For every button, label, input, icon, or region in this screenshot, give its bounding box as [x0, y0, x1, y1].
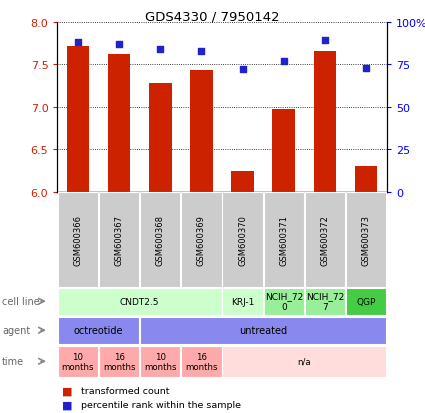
- Text: NCIH_72
0: NCIH_72 0: [265, 292, 303, 311]
- Text: cell line: cell line: [2, 297, 40, 306]
- Bar: [67, 46, 89, 192]
- Text: agent: agent: [2, 325, 30, 335]
- Text: GSM600371: GSM600371: [279, 214, 288, 265]
- Point: [280, 58, 287, 65]
- Text: GSM600373: GSM600373: [362, 214, 371, 265]
- Point: [198, 48, 205, 55]
- Text: KRJ-1: KRJ-1: [231, 297, 254, 306]
- Point: [322, 38, 329, 45]
- Text: CNDT2.5: CNDT2.5: [120, 297, 159, 306]
- Point: [157, 47, 164, 53]
- Point: [239, 67, 246, 74]
- Text: GSM600369: GSM600369: [197, 214, 206, 265]
- Text: transformed count: transformed count: [81, 386, 169, 395]
- Bar: [149, 84, 172, 192]
- Point: [116, 41, 122, 48]
- Text: NCIH_72
7: NCIH_72 7: [306, 292, 344, 311]
- Text: QGP: QGP: [357, 297, 376, 306]
- Point: [74, 40, 81, 46]
- Bar: [190, 71, 213, 192]
- Text: GSM600367: GSM600367: [115, 214, 124, 265]
- Text: n/a: n/a: [298, 357, 311, 366]
- Text: ■: ■: [62, 400, 72, 410]
- Text: GDS4330 / 7950142: GDS4330 / 7950142: [145, 10, 280, 23]
- Bar: [108, 55, 130, 192]
- Text: ■: ■: [62, 385, 72, 395]
- Text: GSM600368: GSM600368: [156, 214, 165, 265]
- Text: GSM600370: GSM600370: [238, 214, 247, 265]
- Text: time: time: [2, 356, 24, 366]
- Point: [363, 65, 370, 72]
- Text: percentile rank within the sample: percentile rank within the sample: [81, 400, 241, 409]
- Bar: [355, 166, 377, 192]
- Text: 16
months: 16 months: [103, 352, 136, 371]
- Text: octreotide: octreotide: [74, 325, 123, 335]
- Text: 10
months: 10 months: [144, 352, 176, 371]
- Text: GSM600372: GSM600372: [320, 214, 329, 265]
- Text: GSM600366: GSM600366: [74, 214, 82, 265]
- Bar: [314, 52, 336, 192]
- Text: untreated: untreated: [239, 325, 287, 335]
- Bar: [272, 110, 295, 192]
- Bar: [231, 172, 254, 192]
- Text: 16
months: 16 months: [185, 352, 218, 371]
- Text: 10
months: 10 months: [62, 352, 94, 371]
